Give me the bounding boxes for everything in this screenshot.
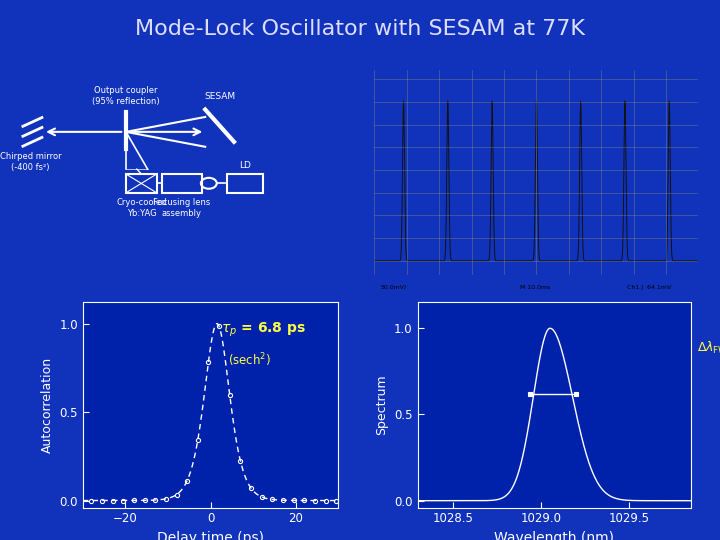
Text: Chirped mirror
(-400 fs²): Chirped mirror (-400 fs²) bbox=[0, 152, 61, 172]
X-axis label: Wavelength (nm): Wavelength (nm) bbox=[495, 531, 614, 540]
Y-axis label: Autocorrelation: Autocorrelation bbox=[41, 357, 54, 453]
Text: $\tau_p$ = 6.8 ps: $\tau_p$ = 6.8 ps bbox=[221, 321, 306, 339]
X-axis label: Delay time (ps): Delay time (ps) bbox=[157, 531, 264, 540]
Bar bbox=[227, 174, 263, 193]
Text: LD: LD bbox=[239, 161, 251, 171]
Text: M 10.0ms: M 10.0ms bbox=[521, 285, 551, 290]
Text: SESAM: SESAM bbox=[204, 92, 235, 101]
Text: 50.0mV/: 50.0mV/ bbox=[381, 285, 407, 290]
Bar bbox=[162, 174, 202, 193]
Text: Focusing lens
assembly: Focusing lens assembly bbox=[153, 198, 210, 218]
Text: Mode-Lock Oscillator with SESAM at 77K: Mode-Lock Oscillator with SESAM at 77K bbox=[135, 19, 585, 39]
Text: (sech$^2$): (sech$^2$) bbox=[228, 352, 271, 369]
Bar bbox=[126, 174, 157, 193]
Text: Cryo-cooled
Yb:YAG: Cryo-cooled Yb:YAG bbox=[116, 198, 167, 218]
Y-axis label: Spectrum: Spectrum bbox=[376, 375, 389, 435]
Text: Output coupler
(95% reflection): Output coupler (95% reflection) bbox=[92, 86, 160, 106]
Text: $\Delta\lambda_{\rm FWHM}$= 0.26 nm: $\Delta\lambda_{\rm FWHM}$= 0.26 nm bbox=[697, 340, 720, 356]
Text: Ch1 J  64.1mV: Ch1 J 64.1mV bbox=[627, 285, 671, 290]
